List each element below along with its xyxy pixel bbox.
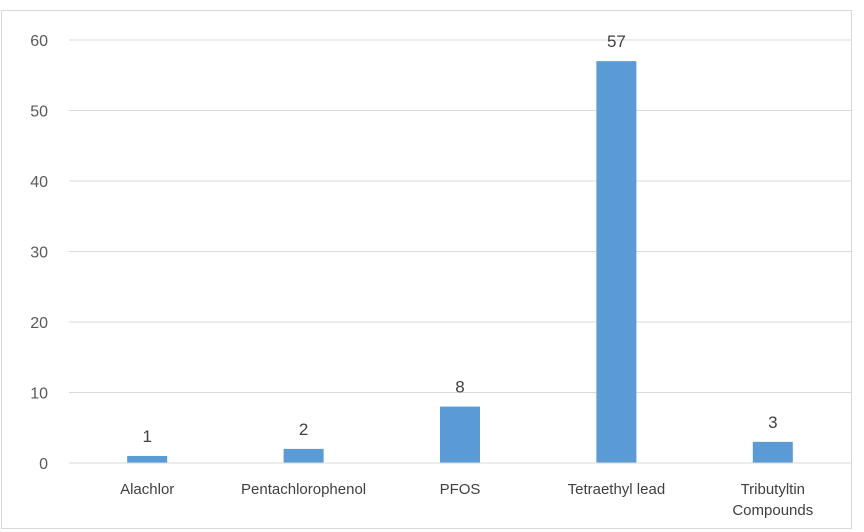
category-label: Compounds xyxy=(732,502,813,519)
y-tick-label: 50 xyxy=(30,104,48,121)
gridlines xyxy=(69,39,851,393)
y-tick-label: 0 xyxy=(39,456,48,473)
y-tick-label: 10 xyxy=(30,386,48,403)
data-label: 8 xyxy=(455,378,464,397)
category-label: PFOS xyxy=(440,481,481,498)
data-label: 57 xyxy=(607,32,626,51)
y-tick-label: 40 xyxy=(30,174,48,191)
bar xyxy=(127,455,168,463)
category-label: Tributyltin xyxy=(741,481,805,498)
bar xyxy=(440,406,480,463)
bar xyxy=(752,441,793,463)
y-tick-label: 20 xyxy=(30,315,48,332)
data-labels: 1 2 8 57 3 xyxy=(142,32,777,446)
y-tick-label: 60 xyxy=(30,33,48,50)
chart-frame xyxy=(1,10,852,529)
data-label: 2 xyxy=(299,420,308,439)
y-tick-label: 30 xyxy=(30,245,48,262)
category-label: Pentachlorophenol xyxy=(241,481,366,498)
bar xyxy=(283,448,324,463)
data-label: 1 xyxy=(142,427,151,446)
bar xyxy=(596,61,637,464)
y-axis-ticks: 0 10 20 30 40 50 60 xyxy=(30,33,48,473)
category-label: Tetraethyl lead xyxy=(568,481,666,498)
x-axis-categories: Alachlor Pentachlorophenol PFOS Tetraethyl … xyxy=(120,481,813,519)
category-label: Alachlor xyxy=(120,481,174,498)
bars xyxy=(127,61,793,464)
data-label: 3 xyxy=(768,413,777,432)
